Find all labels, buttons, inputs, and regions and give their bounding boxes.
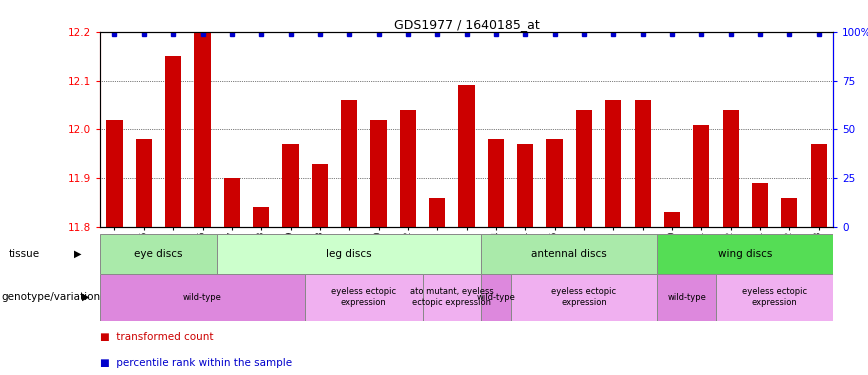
Text: genotype/variation: genotype/variation [2,292,101,302]
Text: eye discs: eye discs [135,249,183,259]
Bar [605,100,621,227]
Bar [664,212,680,227]
Bar [781,198,798,227]
Bar [165,56,181,227]
Bar [400,110,416,227]
Bar [481,234,657,274]
Bar [100,274,306,321]
Text: tissue: tissue [9,249,40,259]
Title: GDS1977 / 1640185_at: GDS1977 / 1640185_at [394,18,539,31]
Bar [253,207,269,227]
Bar [423,274,481,321]
Bar [371,120,386,227]
Bar [575,110,592,227]
Text: ■  percentile rank within the sample: ■ percentile rank within the sample [100,358,292,368]
Bar [429,198,445,227]
Text: eyeless ectopic
expression: eyeless ectopic expression [551,288,616,307]
Bar [635,100,651,227]
Bar [217,234,481,274]
Bar [100,234,217,274]
Bar [194,32,211,227]
Bar [312,164,328,227]
Bar [458,86,475,227]
Text: wing discs: wing discs [718,249,773,259]
Bar [716,274,833,321]
Text: wild-type: wild-type [183,292,222,302]
Bar [517,144,533,227]
Text: wild-type: wild-type [667,292,706,302]
Text: eyeless ectopic
expression: eyeless ectopic expression [742,288,807,307]
Bar [722,110,739,227]
Text: eyeless ectopic
expression: eyeless ectopic expression [332,288,397,307]
Bar [811,144,826,227]
Text: ■  transformed count: ■ transformed count [100,332,214,342]
Bar [547,139,562,227]
Bar [224,178,240,227]
Bar [341,100,358,227]
Bar [135,139,152,227]
Bar [107,120,122,227]
Text: ▶: ▶ [82,292,89,302]
Bar [306,274,423,321]
Bar [657,234,833,274]
Text: ▶: ▶ [74,249,82,259]
Text: leg discs: leg discs [326,249,372,259]
Bar [481,274,510,321]
Bar [694,124,709,227]
Bar [510,274,657,321]
Bar [282,144,299,227]
Text: wild-type: wild-type [477,292,516,302]
Text: ato mutant, eyeless
ectopic expression: ato mutant, eyeless ectopic expression [410,288,494,307]
Bar [488,139,504,227]
Text: antennal discs: antennal discs [531,249,607,259]
Bar [657,274,716,321]
Bar [752,183,768,227]
